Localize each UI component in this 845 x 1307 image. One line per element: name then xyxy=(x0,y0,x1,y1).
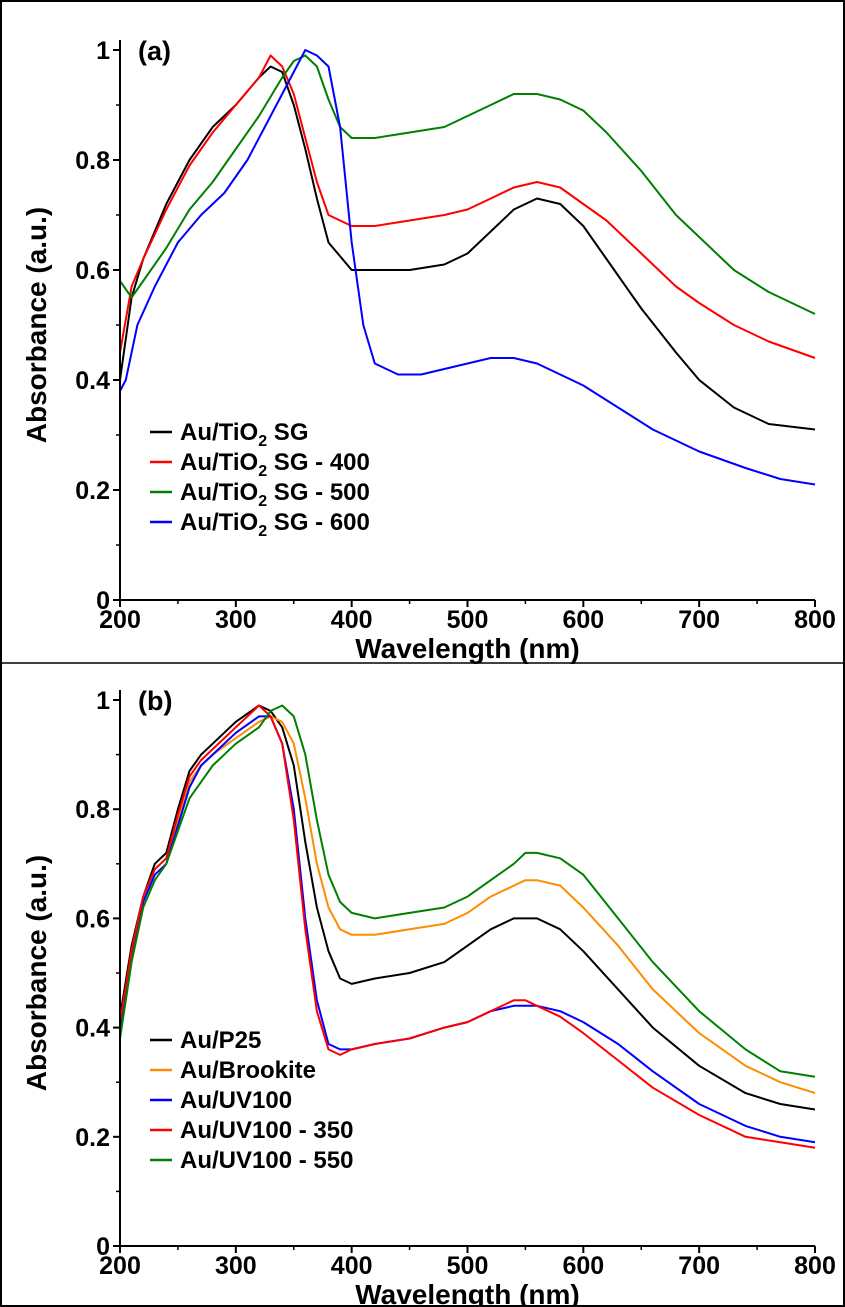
legend-entry-text: Au/Brookite xyxy=(180,1057,316,1084)
series-line-4 xyxy=(119,704,816,1149)
series-line-3 xyxy=(119,715,816,1144)
legend-entry-subscript: 2 xyxy=(258,463,267,480)
legend-entry: Au/P25 xyxy=(180,1027,261,1054)
legend-entry: Au/UV100 xyxy=(180,1087,292,1114)
y-tick-label: 0.4 xyxy=(75,367,110,395)
y-tick-label: 0 xyxy=(96,587,110,615)
x-tick-label: 600 xyxy=(562,606,604,634)
series-line-3 xyxy=(119,54,816,315)
legend-entry: Au/UV100 - 550 xyxy=(180,1147,353,1174)
legend-entry-text: Au/UV100 - 550 xyxy=(180,1147,353,1174)
legend-entry-suffix: SG xyxy=(267,419,308,446)
panel-b-chart: 200 300 400 500 600 700 800 0 0.2 0.4 0.6 0.8 1 Wavel… xyxy=(21,686,836,1307)
y-axis-title: Absorbance (a.u.) xyxy=(21,855,52,1091)
y-tick-label: 1 xyxy=(96,687,110,715)
legend-entry-subscript: 2 xyxy=(258,523,267,540)
y-tick-label: 0.6 xyxy=(75,257,110,285)
x-tick-label: 700 xyxy=(678,1252,720,1280)
series-line-2 xyxy=(119,54,816,359)
legend-entry-suffix: SG - 500 xyxy=(267,479,370,506)
x-tick-label: 200 xyxy=(99,1252,141,1280)
legend-entry-suffix: SG - 600 xyxy=(267,509,370,536)
legend-entry-text: Au/UV100 - 350 xyxy=(180,1117,353,1144)
x-tick-label: 400 xyxy=(331,606,373,634)
x-tick-label: 800 xyxy=(794,606,836,634)
x-axis-title: Wavelength (nm) xyxy=(355,1279,580,1307)
x-tick-label: 700 xyxy=(678,606,720,634)
y-tick-label: 0 xyxy=(96,1233,110,1261)
y-tick-label: 1 xyxy=(96,37,110,65)
x-tick-label: 400 xyxy=(331,1252,373,1280)
panel-a-chart: 200 300 400 500 600 700 800 0 0.2 0.4 0.6 0.8 1 Wavel… xyxy=(21,36,836,664)
x-tick-label: 800 xyxy=(794,1252,836,1280)
x-tick-label: 300 xyxy=(215,1252,257,1280)
legend-entry-subscript: 2 xyxy=(258,433,267,450)
series-line-1 xyxy=(119,704,816,1111)
legend-entry-text: Au/TiO xyxy=(180,449,258,476)
series-line-5 xyxy=(119,704,816,1078)
legend-entry-text: Au/UV100 xyxy=(180,1087,292,1114)
legend-entry-text: Au/TiO xyxy=(180,509,258,536)
legend-entry-text: Au/TiO xyxy=(180,419,258,446)
legend-entry: Au/TiO2 SG - 400 xyxy=(180,449,370,480)
y-tick-label: 0.2 xyxy=(75,1124,110,1152)
y-tick-label: 0.6 xyxy=(75,905,110,933)
legend-entry-text: Au/TiO xyxy=(180,479,258,506)
series-line-2 xyxy=(119,715,816,1095)
x-tick-label: 600 xyxy=(562,1252,604,1280)
legend-entry: Au/UV100 - 350 xyxy=(180,1117,353,1144)
x-tick-label: 500 xyxy=(447,1252,489,1280)
panel-label: (b) xyxy=(138,686,172,716)
y-tick-label: 0.8 xyxy=(75,796,110,824)
legend-entry: Au/TiO2 SG - 600 xyxy=(180,509,370,540)
legend-entry-suffix: SG - 400 xyxy=(267,449,370,476)
legend-entry: Au/TiO2 SG xyxy=(180,419,308,450)
legend-entry: Au/Brookite xyxy=(180,1057,316,1084)
series-line-1 xyxy=(119,65,816,431)
y-axis-title: Absorbance (a.u.) xyxy=(21,207,52,443)
series-line-4 xyxy=(119,49,816,486)
x-tick-label: 500 xyxy=(447,606,489,634)
x-tick-label: 200 xyxy=(99,606,141,634)
panel-label: (a) xyxy=(138,36,171,66)
y-tick-label: 0.4 xyxy=(75,1015,110,1043)
legend-entry: Au/TiO2 SG - 500 xyxy=(180,479,370,510)
legend-entry-text: Au/P25 xyxy=(180,1027,261,1054)
x-axis-title: Wavelength (nm) xyxy=(355,633,580,664)
y-tick-label: 0.2 xyxy=(75,477,110,505)
legend-entry-subscript: 2 xyxy=(258,493,267,510)
y-tick-label: 0.8 xyxy=(75,147,110,175)
x-tick-label: 300 xyxy=(215,606,257,634)
